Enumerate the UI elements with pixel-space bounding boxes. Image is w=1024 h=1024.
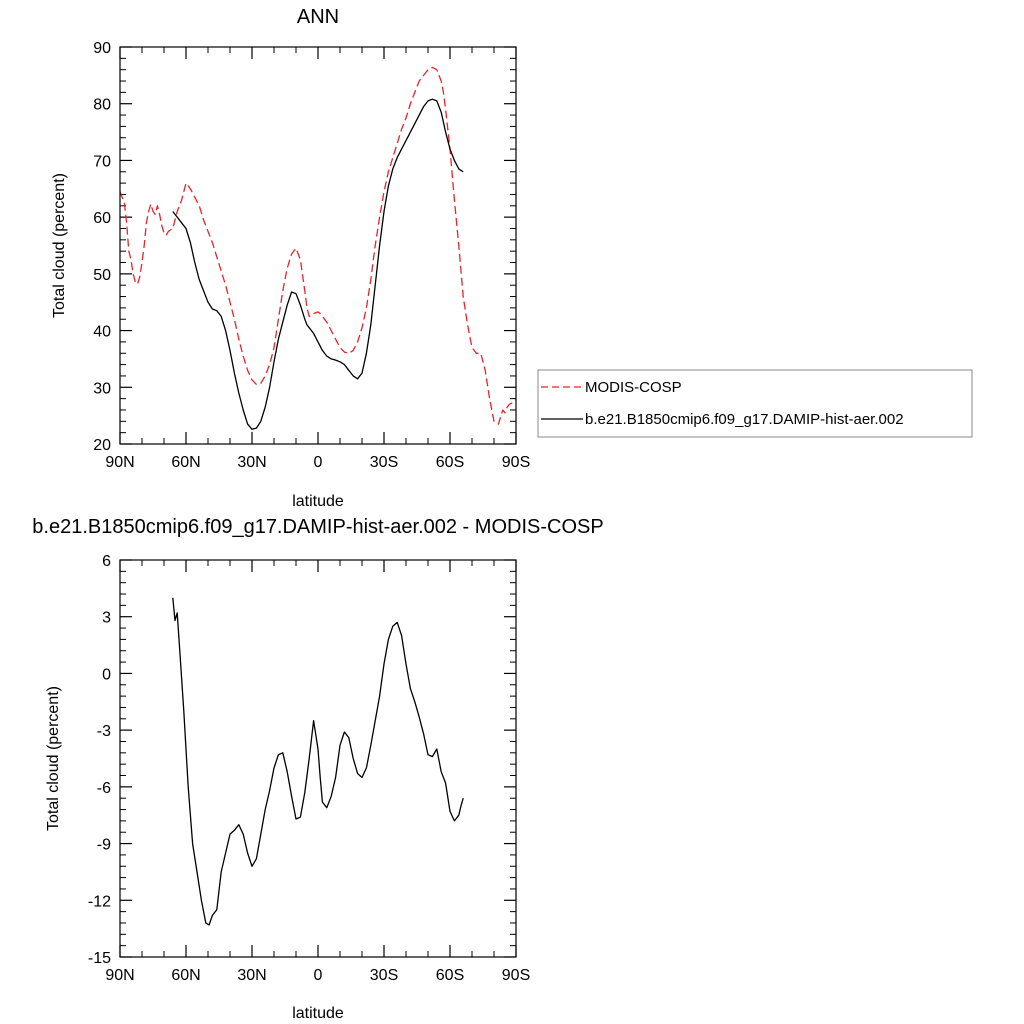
y-tick-label: -15 xyxy=(88,950,111,967)
x-tick-label: 0 xyxy=(314,454,323,471)
x-tick-label: 90N xyxy=(105,454,134,471)
y-tick-label: 70 xyxy=(93,153,111,170)
series-line-0 xyxy=(172,597,464,926)
x-tick-label: 90N xyxy=(105,967,134,984)
chart-difference-total-cloud: b.e21.B1850cmip6.f09_g17.DAMIP-hist-aer.… xyxy=(32,516,603,1022)
x-tick-label: 60N xyxy=(171,454,200,471)
y-tick-label: 30 xyxy=(93,380,111,397)
x-tick-label: 90S xyxy=(502,454,530,471)
x-tick-label: 30N xyxy=(237,967,266,984)
legend-label-modis: MODIS-COSP xyxy=(585,379,682,396)
y-tick-label: 0 xyxy=(102,666,111,683)
chart-title: b.e21.B1850cmip6.f09_g17.DAMIP-hist-aer.… xyxy=(32,516,603,538)
x-tick-label: 90S xyxy=(502,967,530,984)
y-tick-label: 6 xyxy=(102,553,111,570)
x-tick-label: 30N xyxy=(237,454,266,471)
x-axis-title: latitude xyxy=(292,493,344,510)
y-tick-label: 3 xyxy=(102,610,111,627)
y-axis-title: Total cloud (percent) xyxy=(45,686,62,831)
x-tick-label: 60S xyxy=(436,967,464,984)
x-tick-label: 60S xyxy=(436,454,464,471)
y-tick-label: 20 xyxy=(93,437,111,454)
x-tick-label: 30S xyxy=(370,454,398,471)
y-tick-label: 80 xyxy=(93,97,111,114)
y-tick-label: 60 xyxy=(93,210,111,227)
y-tick-label: 50 xyxy=(93,267,111,284)
legend-label-model: b.e21.B1850cmip6.f09_g17.DAMIP-hist-aer.… xyxy=(585,411,904,428)
x-tick-label: 30S xyxy=(370,967,398,984)
chart-annual-total-cloud: ANN 90N 60N 30N 0 30S 60S 90S2030405060708090 … xyxy=(51,6,973,510)
y-tick-label: 90 xyxy=(93,40,111,57)
x-tick-label: 0 xyxy=(314,967,323,984)
plot-frame xyxy=(119,46,517,445)
plot-frame xyxy=(119,559,517,958)
x-axis-title: latitude xyxy=(292,1005,344,1022)
y-axis-title: Total cloud (percent) xyxy=(51,173,68,318)
legend-box xyxy=(537,369,973,438)
chart-title: ANN xyxy=(297,6,339,28)
series-line-0 xyxy=(119,66,517,425)
y-tick-label: -12 xyxy=(88,893,111,910)
y-tick-label: 40 xyxy=(93,324,111,341)
y-tick-label: -9 xyxy=(97,837,111,854)
series-line-1 xyxy=(172,98,464,430)
y-tick-label: -6 xyxy=(97,780,111,797)
legend: MODIS-COSP b.e21.B1850cmip6.f09_g17.DAMI… xyxy=(537,369,973,438)
x-tick-label: 60N xyxy=(171,967,200,984)
y-tick-label: -3 xyxy=(97,723,111,740)
